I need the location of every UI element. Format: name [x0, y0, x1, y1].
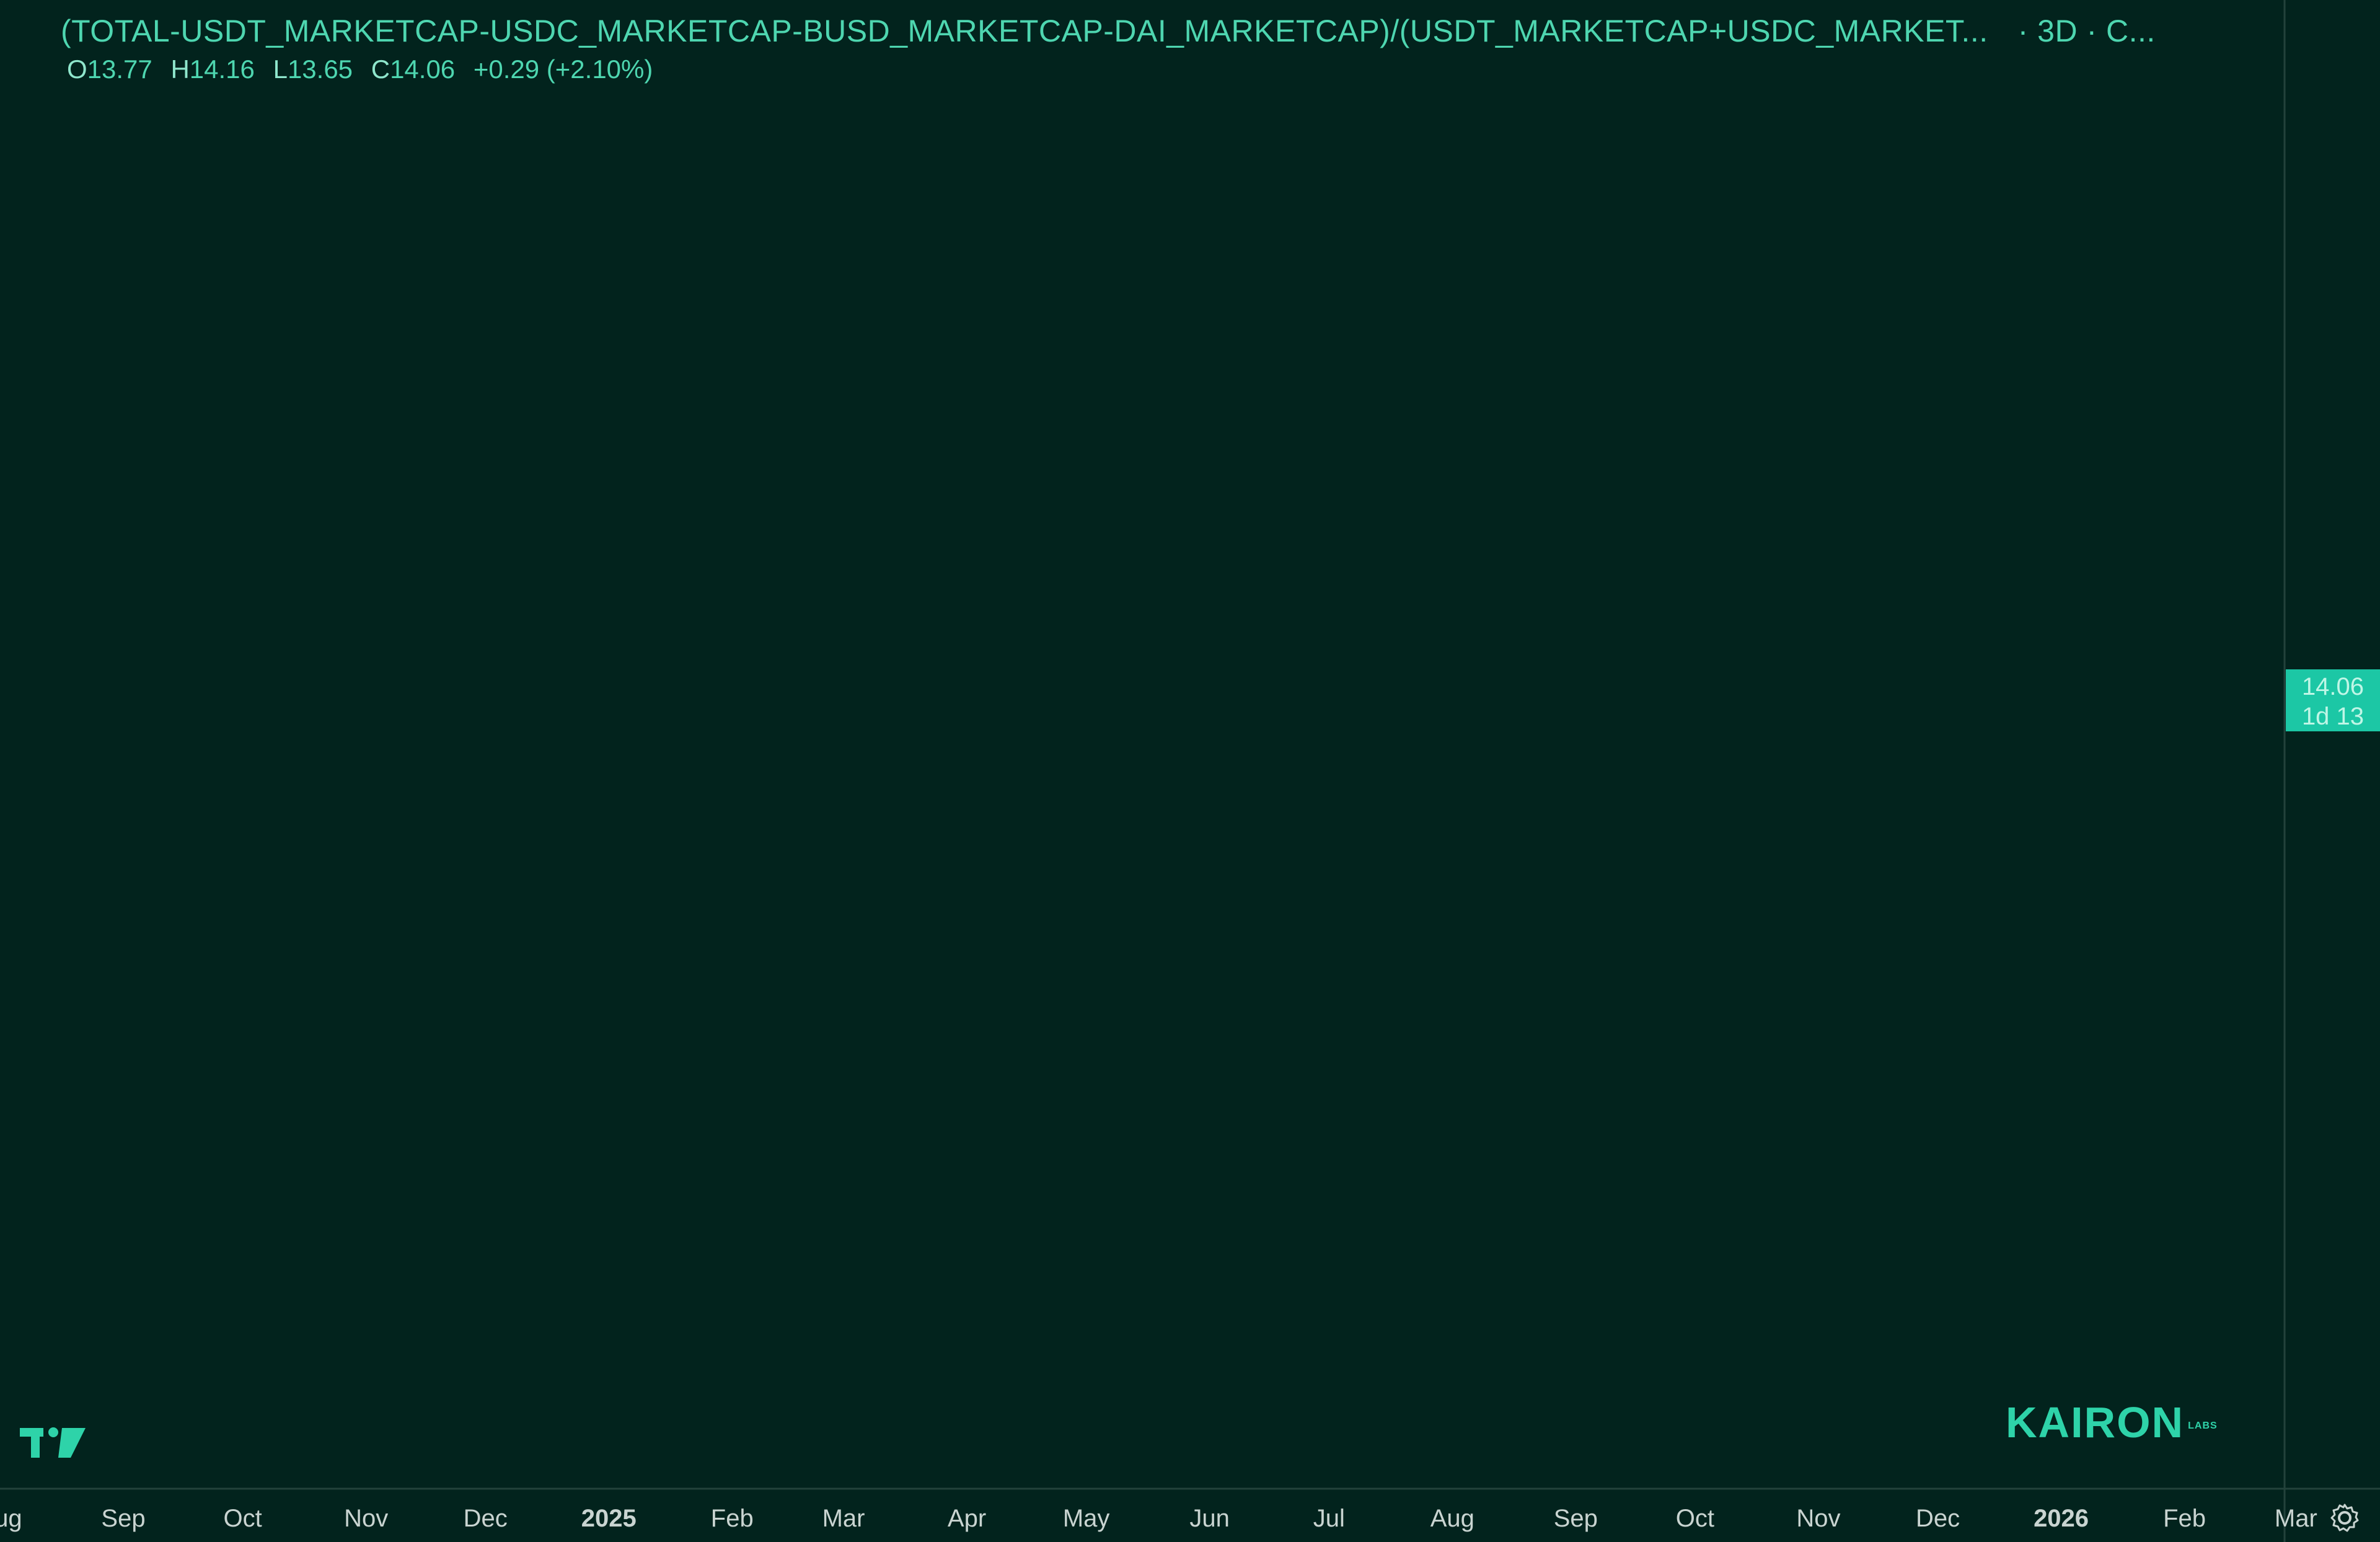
- close-value: 14.06: [390, 55, 456, 84]
- x-tick-label: Jun: [1189, 1505, 1230, 1532]
- x-tick-label: May: [1063, 1505, 1110, 1532]
- symbol-title[interactable]: (TOTAL-USDT_MARKETCAP-USDC_MARKETCAP-BUS…: [61, 11, 2156, 51]
- brand-watermark: KAIRON LABS: [2006, 1398, 2218, 1447]
- x-tick-label: Apr: [948, 1505, 986, 1532]
- interval-label[interactable]: · 3D · C...: [2017, 14, 2156, 48]
- plot-area: [0, 0, 2285, 1489]
- close-label: C: [371, 55, 390, 84]
- open-value: 13.77: [87, 55, 152, 84]
- low-label: L: [273, 55, 288, 84]
- x-tick-label: Jul: [1313, 1505, 1345, 1532]
- x-tick-label: Sep: [1554, 1505, 1598, 1532]
- settings-gear-icon[interactable]: [2329, 1502, 2360, 1533]
- x-tick-label: Dec: [464, 1505, 508, 1532]
- change-value: +0.29 (+2.10%): [473, 55, 653, 84]
- tradingview-logo-icon[interactable]: [19, 1424, 87, 1461]
- x-tick-label: Aug: [0, 1505, 22, 1532]
- price-axis: [2285, 0, 2380, 1542]
- x-tick-label: Nov: [344, 1505, 388, 1532]
- x-tick-label: Feb: [2163, 1505, 2206, 1532]
- last-price-value: 14.06: [2301, 673, 2365, 700]
- x-tick-label: Feb: [711, 1505, 754, 1532]
- brand-name: KAIRON: [2006, 1398, 2185, 1447]
- ohlc-values: O13.77 H14.16 L13.65 C14.06 +0.29 (+2.10…: [61, 55, 2156, 84]
- bar-countdown: 1d 13: [2301, 703, 2365, 730]
- x-tick-label: 2026: [2034, 1505, 2089, 1532]
- symbol-name[interactable]: (TOTAL-USDT_MARKETCAP-USDC_MARKETCAP-BUS…: [61, 14, 1988, 48]
- brand-subtitle: LABS: [2188, 1420, 2218, 1431]
- chart-legend: (TOTAL-USDT_MARKETCAP-USDC_MARKETCAP-BUS…: [61, 11, 2156, 84]
- last-price-tag: 14.06 1d 13: [2286, 669, 2380, 731]
- x-tick-label: Oct: [1676, 1505, 1714, 1532]
- x-tick-label: Sep: [101, 1505, 145, 1532]
- x-tick-label: Aug: [1430, 1505, 1474, 1532]
- low-value: 13.65: [287, 55, 353, 84]
- open-label: O: [67, 55, 87, 84]
- x-tick-label: Nov: [1796, 1505, 1840, 1532]
- x-tick-label: 2025: [581, 1505, 637, 1532]
- x-tick-label: Mar: [2275, 1505, 2317, 1532]
- high-label: H: [170, 55, 190, 84]
- x-tick-label: Mar: [822, 1505, 865, 1532]
- high-value: 14.16: [189, 55, 255, 84]
- x-tick-label: Dec: [1916, 1505, 1960, 1532]
- x-tick-label: Oct: [224, 1505, 262, 1532]
